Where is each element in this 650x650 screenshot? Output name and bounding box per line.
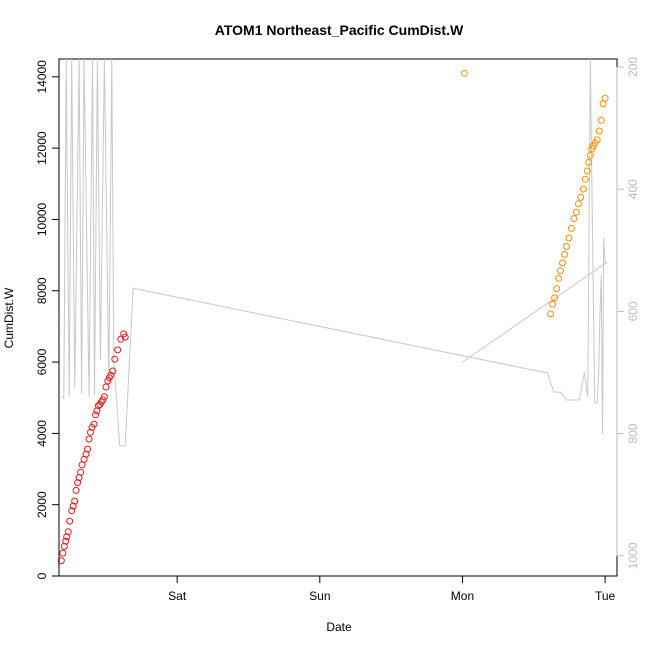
data-point xyxy=(577,193,585,201)
data-point xyxy=(559,259,566,267)
data-point xyxy=(572,208,580,216)
data-point xyxy=(585,158,593,166)
series-line xyxy=(61,58,609,447)
y-axis-label: CumDist.W xyxy=(2,287,16,348)
data-point xyxy=(601,94,609,102)
x-tick-label: Sun xyxy=(309,589,330,603)
data-point xyxy=(574,200,582,208)
data-point xyxy=(99,396,107,404)
data-point xyxy=(92,411,99,419)
y-tick-label: 4000 xyxy=(35,420,49,447)
y2-tick-label: 400 xyxy=(626,179,640,199)
data-point xyxy=(100,393,108,401)
data-point xyxy=(111,355,119,363)
x-tick-label: Mon xyxy=(451,589,474,603)
data-point xyxy=(595,127,603,135)
data-point xyxy=(581,175,589,183)
data-point xyxy=(593,136,601,144)
data-point xyxy=(563,243,570,250)
data-point xyxy=(121,333,129,341)
data-point xyxy=(87,428,94,436)
data-point xyxy=(565,234,573,242)
data-point xyxy=(71,497,79,505)
data-point xyxy=(570,215,578,223)
data-point xyxy=(69,502,77,510)
data-point xyxy=(120,330,128,338)
data-point xyxy=(551,294,559,302)
plot-frame xyxy=(58,58,618,577)
y2-tick-label: 200 xyxy=(626,57,640,77)
data-point xyxy=(63,533,71,541)
data-point xyxy=(66,517,74,525)
axes-layer: Sat Sun Mon Tue 0 2000 4000 6000 8000 10000 12000 1… xyxy=(35,57,640,603)
data-point xyxy=(460,69,468,77)
data-point xyxy=(114,346,122,354)
data-point xyxy=(557,267,564,275)
data-point xyxy=(583,167,591,175)
data-point xyxy=(586,151,594,159)
chart-title: ATOM1 Northeast_Pacific CumDist.W xyxy=(215,22,464,38)
y-tick-label: 2000 xyxy=(35,491,49,518)
data-point xyxy=(68,507,76,515)
data-point xyxy=(102,383,110,391)
y-tick-label: 14000 xyxy=(35,60,49,94)
data-point xyxy=(64,528,72,536)
data-point xyxy=(90,420,98,428)
data-point xyxy=(553,285,561,293)
y-tick-label: 0 xyxy=(35,572,49,579)
data-point xyxy=(62,537,70,545)
data-point xyxy=(84,445,91,453)
data-point xyxy=(547,310,555,318)
data-point xyxy=(599,100,607,108)
x-axis-label: Date xyxy=(326,620,352,634)
data-point xyxy=(72,486,80,494)
y2-tick-label: 600 xyxy=(626,301,640,321)
data-point xyxy=(77,468,85,476)
data-point xyxy=(555,274,563,282)
points-layer xyxy=(57,69,609,565)
data-point xyxy=(549,300,557,308)
y-tick-label: 6000 xyxy=(35,348,49,375)
y-tick-label: 10000 xyxy=(35,202,49,236)
data-point xyxy=(85,435,93,443)
x-tick-label: Sat xyxy=(168,589,187,603)
depth-line-layer xyxy=(61,58,609,447)
data-point xyxy=(82,450,90,458)
data-point xyxy=(567,224,575,232)
y2-tick-label: 800 xyxy=(626,423,640,443)
y2-tick-label: 1000 xyxy=(626,542,640,569)
y-tick-label: 12000 xyxy=(35,131,49,165)
x-tick-label: Tue xyxy=(595,589,616,603)
data-point xyxy=(97,398,105,406)
data-point xyxy=(579,185,587,193)
y-tick-label: 8000 xyxy=(35,277,49,304)
data-point xyxy=(107,371,115,379)
data-point xyxy=(561,250,568,258)
data-point xyxy=(74,479,82,487)
data-point xyxy=(109,367,117,375)
data-point xyxy=(117,335,125,343)
data-point xyxy=(57,557,65,565)
data-point xyxy=(59,549,67,557)
data-point xyxy=(104,377,112,385)
data-point xyxy=(597,116,605,124)
